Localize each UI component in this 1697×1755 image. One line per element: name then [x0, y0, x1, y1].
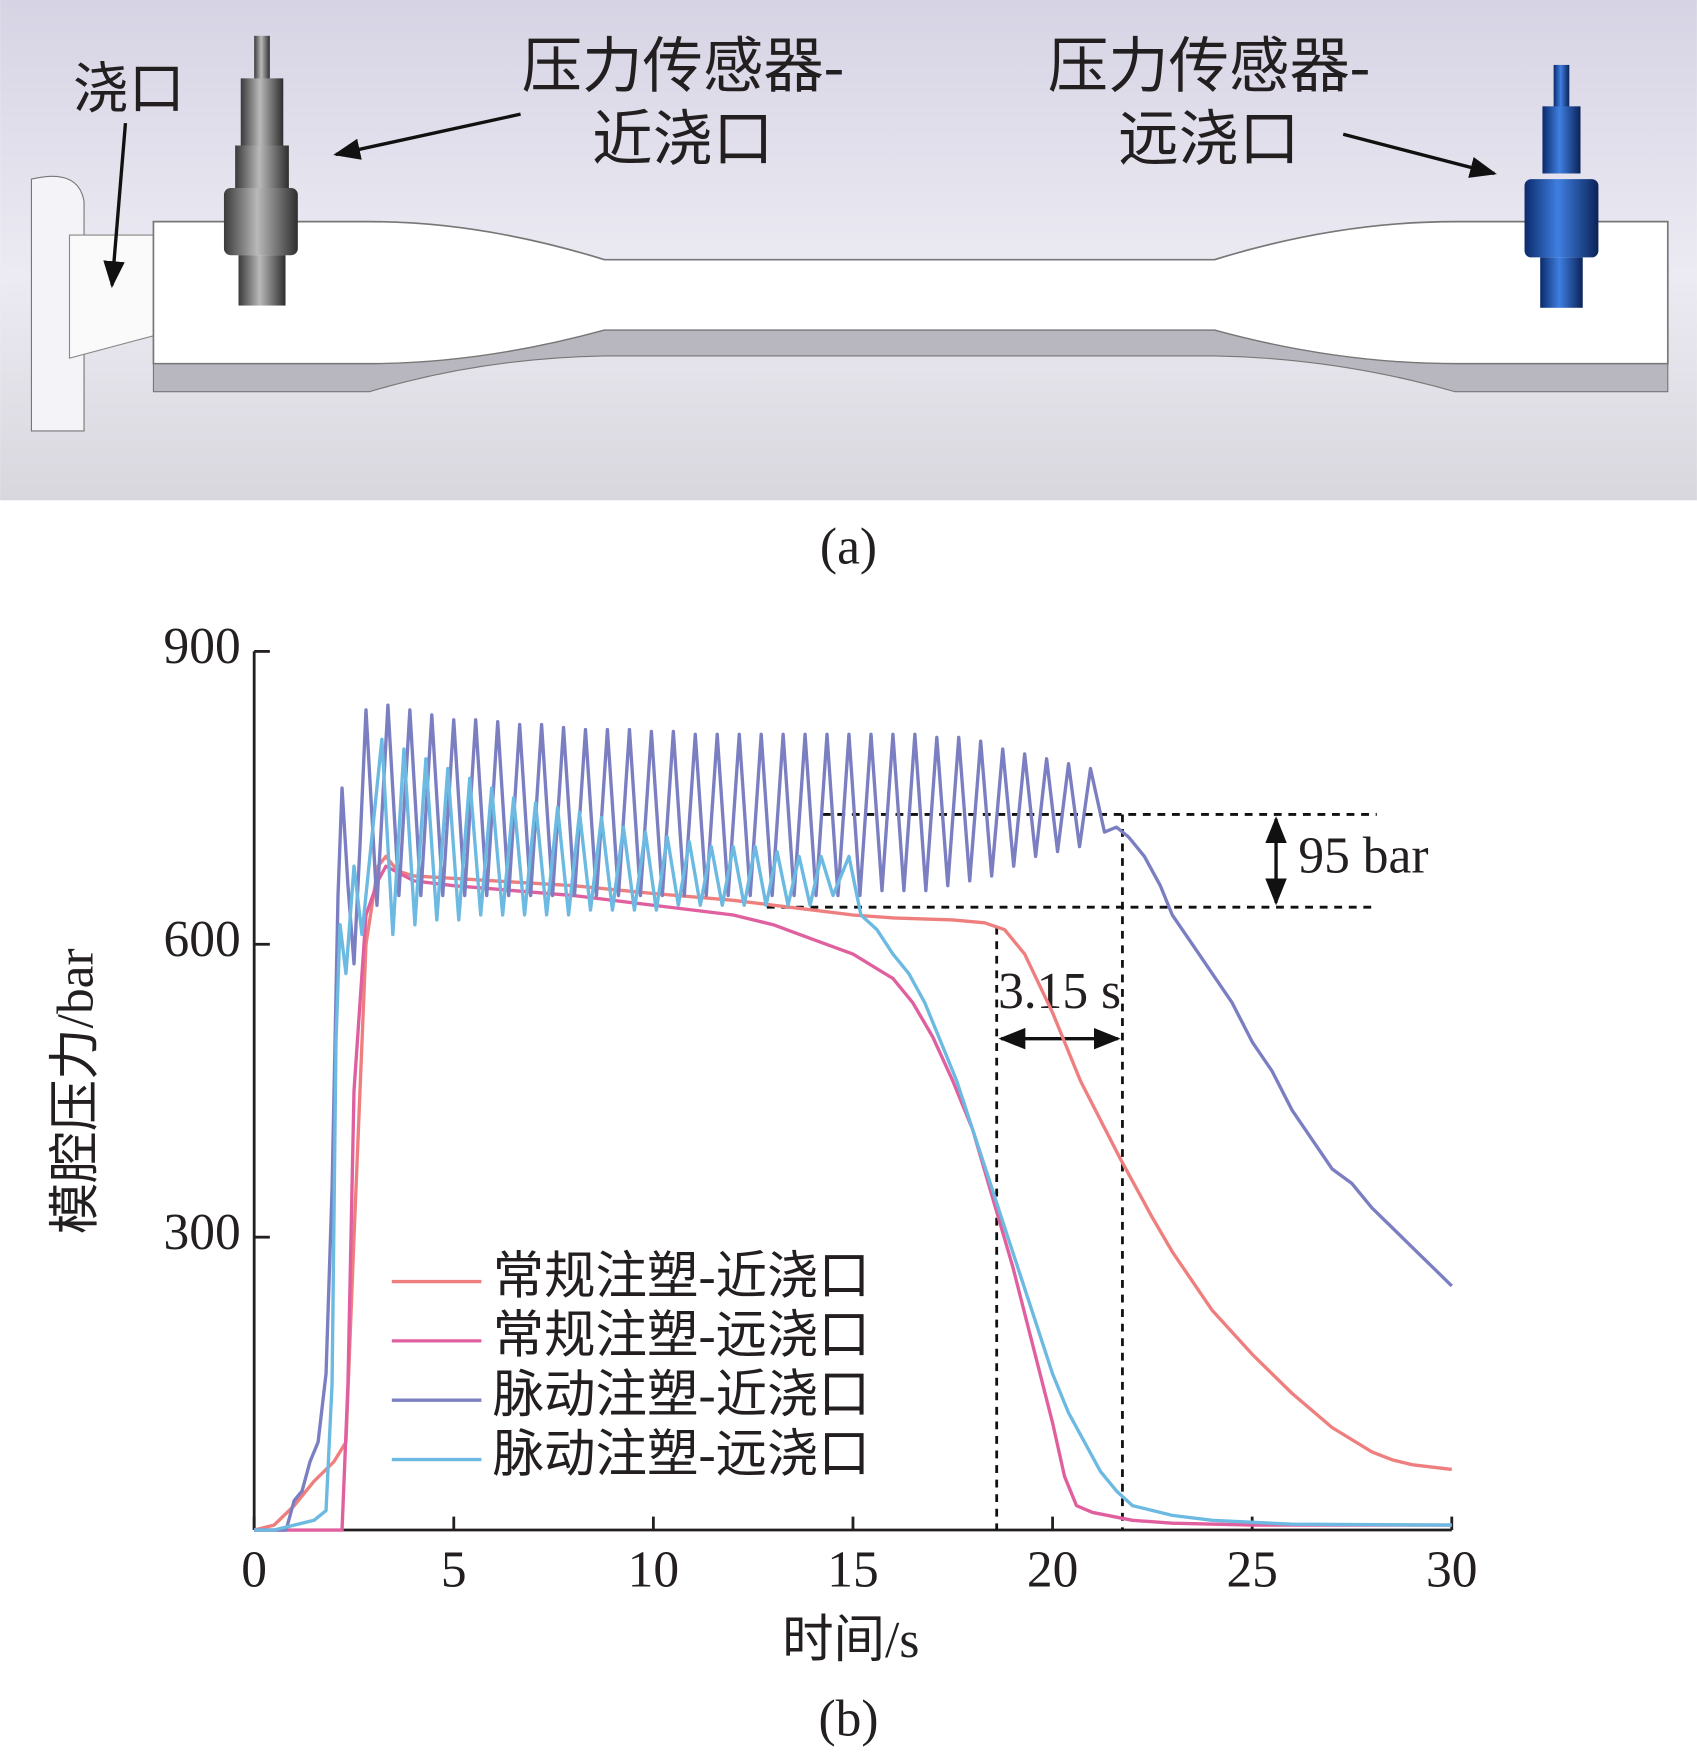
y-tick-label: 300: [164, 1204, 241, 1261]
x-tick-label: 20: [1027, 1542, 1078, 1599]
far-sensor-label: 远浇口: [1118, 106, 1299, 173]
far-sensor: [1524, 64, 1599, 308]
series-line: [254, 737, 1452, 1532]
legend-label: 常规注塑-近浇口: [493, 1248, 870, 1305]
far-arrow: [1342, 132, 1497, 178]
caption: (b): [818, 1690, 878, 1747]
x-tick-label: 30: [1426, 1542, 1477, 1599]
render-a: 浇口 压力传感器- 近浇口 压力传感器- 远浇口: [0, 0, 1697, 501]
x-axis-label: 时间/s: [782, 1612, 919, 1669]
legend-label: 脉动注塑-远浇口: [493, 1426, 870, 1483]
series-line: [253, 854, 1452, 1532]
annotation-label: 95 bar: [1298, 828, 1428, 885]
near-sensor-label: 近浇口: [592, 106, 773, 173]
runner: [68, 234, 154, 359]
y-tick-label: 900: [164, 618, 241, 675]
near-arrow: [333, 112, 521, 160]
x-tick-label: 15: [827, 1542, 878, 1599]
y-tick-label: 600: [164, 911, 241, 968]
far-sensor-label: 压力传感器-: [1048, 34, 1370, 101]
legend-label: 常规注塑-远浇口: [493, 1308, 870, 1365]
annotation-label: 3.15 s: [998, 963, 1121, 1020]
x-tick-label: 5: [441, 1542, 467, 1599]
near-sensor: [223, 35, 298, 306]
x-tick-label: 10: [628, 1542, 679, 1599]
series-line: [254, 703, 1453, 1532]
gate-arrow: [103, 122, 128, 289]
y-axis-label: 模腔压力/bar: [48, 948, 105, 1234]
x-tick-label: 25: [1226, 1542, 1277, 1599]
specimen-side: [152, 329, 1669, 393]
caption: (a): [820, 519, 877, 576]
x-tick-label: 0: [241, 1542, 267, 1599]
legend-label: 脉动注塑-近浇口: [493, 1367, 870, 1424]
near-sensor-label: 压力传感器-: [522, 34, 844, 101]
gate-label: 浇口: [73, 59, 185, 121]
